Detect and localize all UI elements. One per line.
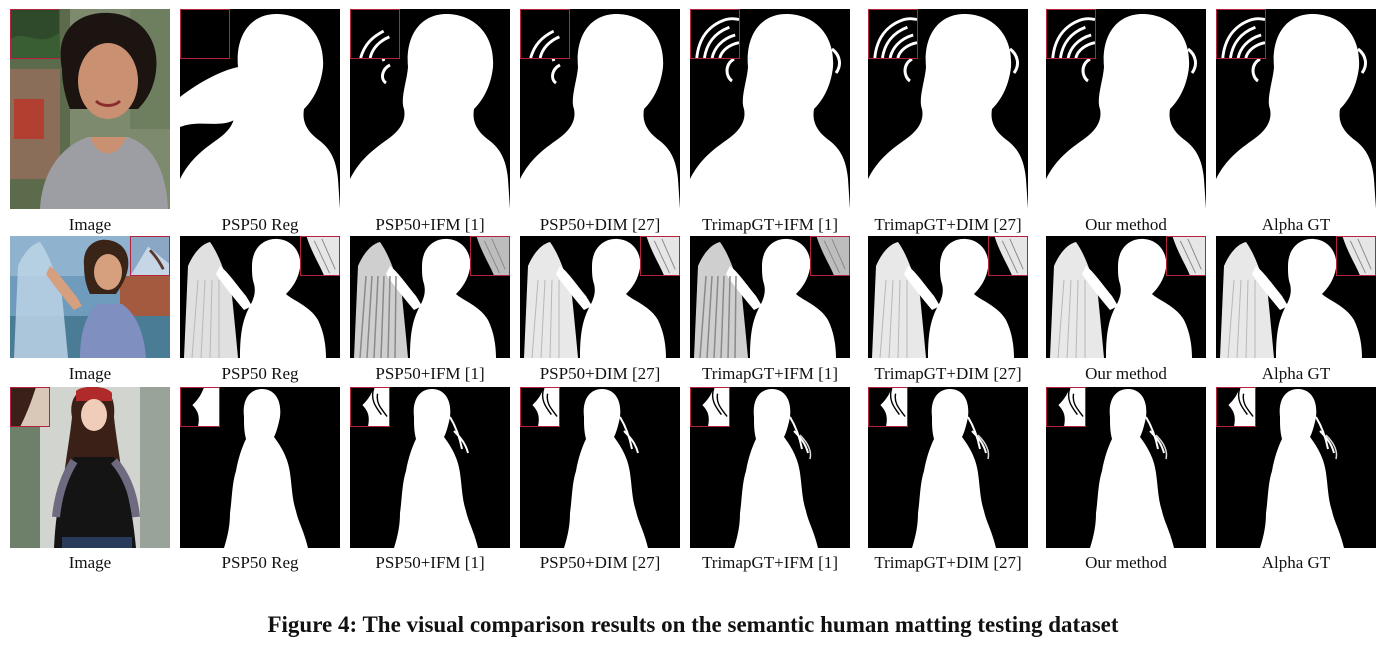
row3-trimapgt-dim-image	[868, 387, 1028, 548]
zoom-inset	[10, 9, 60, 59]
zoom-inset	[180, 9, 230, 59]
row2-psp50-reg-label: PSP50 Reg	[221, 364, 299, 383]
zoom-inset	[640, 236, 680, 276]
row2-image-label: Image	[68, 364, 112, 383]
zoom-inset	[690, 9, 740, 59]
row3-image-image	[10, 387, 170, 548]
row1-our-method-image	[1046, 9, 1206, 209]
zoom-inset	[470, 236, 510, 276]
row1-psp50-dim-label: PSP50+DIM [27]	[539, 215, 661, 234]
zoom-inset	[1336, 236, 1376, 276]
row1-image-image	[10, 9, 170, 209]
zoom-inset	[988, 236, 1028, 276]
row2-trimapgt-dim-image	[868, 236, 1028, 358]
zoom-inset	[180, 387, 220, 427]
row3-psp50-dim-image	[520, 387, 680, 548]
zoom-inset	[810, 236, 850, 276]
zoom-inset	[350, 9, 400, 59]
row3-our-method-image	[1046, 387, 1206, 548]
zoom-inset	[1216, 387, 1256, 427]
row2-our-method-image	[1046, 236, 1206, 358]
row2-trimapgt-dim-label: TrimapGT+DIM [27]	[874, 364, 1022, 383]
zoom-inset	[520, 387, 560, 427]
zoom-inset	[1216, 9, 1266, 59]
row2-psp50-reg-image	[180, 236, 340, 358]
row1-trimapgt-ifm-label: TrimapGT+IFM [1]	[702, 215, 838, 234]
row2-psp50-dim-image	[520, 236, 680, 358]
zoom-inset	[1046, 387, 1086, 427]
zoom-inset	[130, 236, 170, 276]
zoom-inset	[1046, 9, 1096, 59]
row3-image-label: Image	[68, 553, 112, 572]
row3-psp50-dim-label: PSP50+DIM [27]	[539, 553, 661, 572]
row1-psp50-dim-image	[520, 9, 680, 209]
zoom-inset	[1166, 236, 1206, 276]
zoom-inset	[690, 387, 730, 427]
zoom-inset	[350, 387, 390, 427]
row2-image-image	[10, 236, 170, 358]
row3-trimapgt-ifm-label: TrimapGT+IFM [1]	[702, 553, 838, 572]
row1-alpha-gt-image	[1216, 9, 1376, 209]
zoom-inset	[520, 9, 570, 59]
row2-psp50-ifm-label: PSP50+IFM [1]	[375, 364, 485, 383]
row1-alpha-gt-label: Alpha GT	[1261, 215, 1331, 234]
zoom-inset	[300, 236, 340, 276]
row1-our-method-label: Our method	[1085, 215, 1167, 234]
row2-psp50-ifm-image	[350, 236, 510, 358]
row3-psp50-ifm-label: PSP50+IFM [1]	[375, 553, 485, 572]
row2-trimapgt-ifm-label: TrimapGT+IFM [1]	[702, 364, 838, 383]
row3-psp50-reg-image	[180, 387, 340, 548]
row2-trimapgt-ifm-image	[690, 236, 850, 358]
row3-psp50-reg-label: PSP50 Reg	[221, 553, 299, 572]
row3-trimapgt-ifm-image	[690, 387, 850, 548]
row3-alpha-gt-label: Alpha GT	[1261, 553, 1331, 572]
zoom-inset	[868, 387, 908, 427]
row1-psp50-ifm-label: PSP50+IFM [1]	[375, 215, 485, 234]
figure-caption: Figure 4: The visual comparison results …	[267, 612, 1119, 637]
row2-alpha-gt-image	[1216, 236, 1376, 358]
row3-trimapgt-dim-label: TrimapGT+DIM [27]	[874, 553, 1022, 572]
row3-our-method-label: Our method	[1085, 553, 1167, 572]
row1-psp50-ifm-image	[350, 9, 510, 209]
zoom-inset	[10, 387, 50, 427]
row1-image-label: Image	[68, 215, 112, 234]
row2-psp50-dim-label: PSP50+DIM [27]	[539, 364, 661, 383]
row3-alpha-gt-image	[1216, 387, 1376, 548]
row2-alpha-gt-label: Alpha GT	[1261, 364, 1331, 383]
row2-our-method-label: Our method	[1085, 364, 1167, 383]
row3-psp50-ifm-image	[350, 387, 510, 548]
row1-trimapgt-dim-label: TrimapGT+DIM [27]	[874, 215, 1022, 234]
row1-psp50-reg-image	[180, 9, 340, 209]
row1-trimapgt-ifm-image	[690, 9, 850, 209]
row1-psp50-reg-label: PSP50 Reg	[221, 215, 299, 234]
zoom-inset	[868, 9, 918, 59]
row1-trimapgt-dim-image	[868, 9, 1028, 209]
